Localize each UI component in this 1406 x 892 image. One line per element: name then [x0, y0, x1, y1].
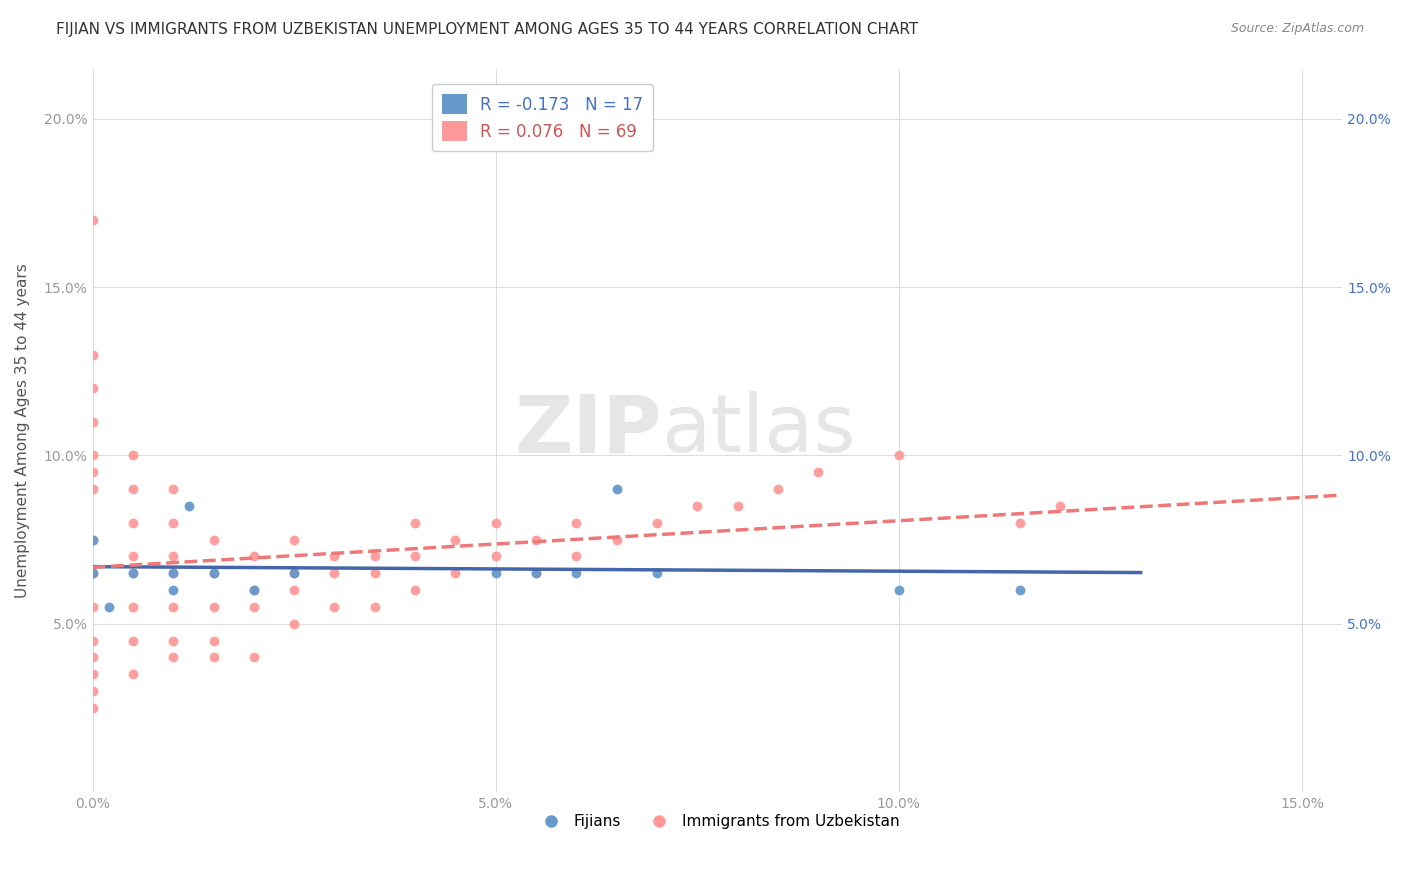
Point	[122, 599, 145, 614]
Point	[82, 347, 104, 361]
Point	[565, 549, 588, 564]
Point	[686, 499, 709, 513]
Point	[727, 499, 749, 513]
Text: Source: ZipAtlas.com: Source: ZipAtlas.com	[1230, 22, 1364, 36]
Point	[162, 650, 184, 665]
Point	[122, 566, 145, 581]
Point	[524, 566, 547, 581]
Point	[404, 516, 426, 530]
Point	[283, 533, 305, 547]
Point	[82, 633, 104, 648]
Point	[162, 566, 184, 581]
Point	[82, 533, 104, 547]
Point	[122, 633, 145, 648]
Point	[122, 516, 145, 530]
Point	[162, 516, 184, 530]
Point	[766, 482, 789, 496]
Legend: Fijians, Immigrants from Uzbekistan: Fijians, Immigrants from Uzbekistan	[529, 808, 905, 835]
Point	[82, 599, 104, 614]
Point	[243, 583, 266, 598]
Point	[82, 533, 104, 547]
Point	[1008, 583, 1031, 598]
Point	[82, 650, 104, 665]
Point	[364, 549, 387, 564]
Point	[283, 566, 305, 581]
Point	[162, 599, 184, 614]
Point	[606, 482, 628, 496]
Point	[807, 465, 830, 479]
Point	[122, 482, 145, 496]
Point	[82, 482, 104, 496]
Point	[1008, 516, 1031, 530]
Point	[162, 549, 184, 564]
Point	[202, 599, 225, 614]
Point	[243, 549, 266, 564]
Point	[1049, 499, 1071, 513]
Text: ZIP: ZIP	[515, 392, 661, 469]
Point	[122, 667, 145, 681]
Point	[179, 499, 201, 513]
Point	[524, 566, 547, 581]
Point	[82, 701, 104, 715]
Point	[485, 549, 508, 564]
Point	[82, 566, 104, 581]
Point	[283, 566, 305, 581]
Point	[202, 650, 225, 665]
Point	[283, 616, 305, 631]
Text: FIJIAN VS IMMIGRANTS FROM UZBEKISTAN UNEMPLOYMENT AMONG AGES 35 TO 44 YEARS CORR: FIJIAN VS IMMIGRANTS FROM UZBEKISTAN UNE…	[56, 22, 918, 37]
Point	[645, 566, 668, 581]
Point	[887, 583, 910, 598]
Point	[323, 549, 346, 564]
Point	[162, 566, 184, 581]
Point	[122, 449, 145, 463]
Point	[404, 549, 426, 564]
Point	[82, 684, 104, 698]
Point	[82, 381, 104, 395]
Point	[485, 516, 508, 530]
Point	[323, 566, 346, 581]
Point	[82, 449, 104, 463]
Point	[606, 533, 628, 547]
Point	[243, 583, 266, 598]
Point	[122, 549, 145, 564]
Point	[565, 516, 588, 530]
Point	[444, 566, 467, 581]
Point	[97, 599, 120, 614]
Point	[283, 583, 305, 598]
Point	[243, 599, 266, 614]
Point	[162, 633, 184, 648]
Point	[162, 583, 184, 598]
Point	[82, 465, 104, 479]
Point	[82, 213, 104, 227]
Point	[364, 566, 387, 581]
Y-axis label: Unemployment Among Ages 35 to 44 years: Unemployment Among Ages 35 to 44 years	[15, 263, 30, 598]
Point	[645, 516, 668, 530]
Point	[485, 566, 508, 581]
Point	[122, 566, 145, 581]
Point	[202, 566, 225, 581]
Point	[323, 599, 346, 614]
Text: atlas: atlas	[661, 392, 856, 469]
Point	[887, 449, 910, 463]
Point	[243, 650, 266, 665]
Point	[565, 566, 588, 581]
Point	[364, 599, 387, 614]
Point	[404, 583, 426, 598]
Point	[202, 533, 225, 547]
Point	[82, 566, 104, 581]
Point	[202, 566, 225, 581]
Point	[444, 533, 467, 547]
Point	[524, 533, 547, 547]
Point	[82, 667, 104, 681]
Point	[162, 482, 184, 496]
Point	[202, 633, 225, 648]
Point	[82, 415, 104, 429]
